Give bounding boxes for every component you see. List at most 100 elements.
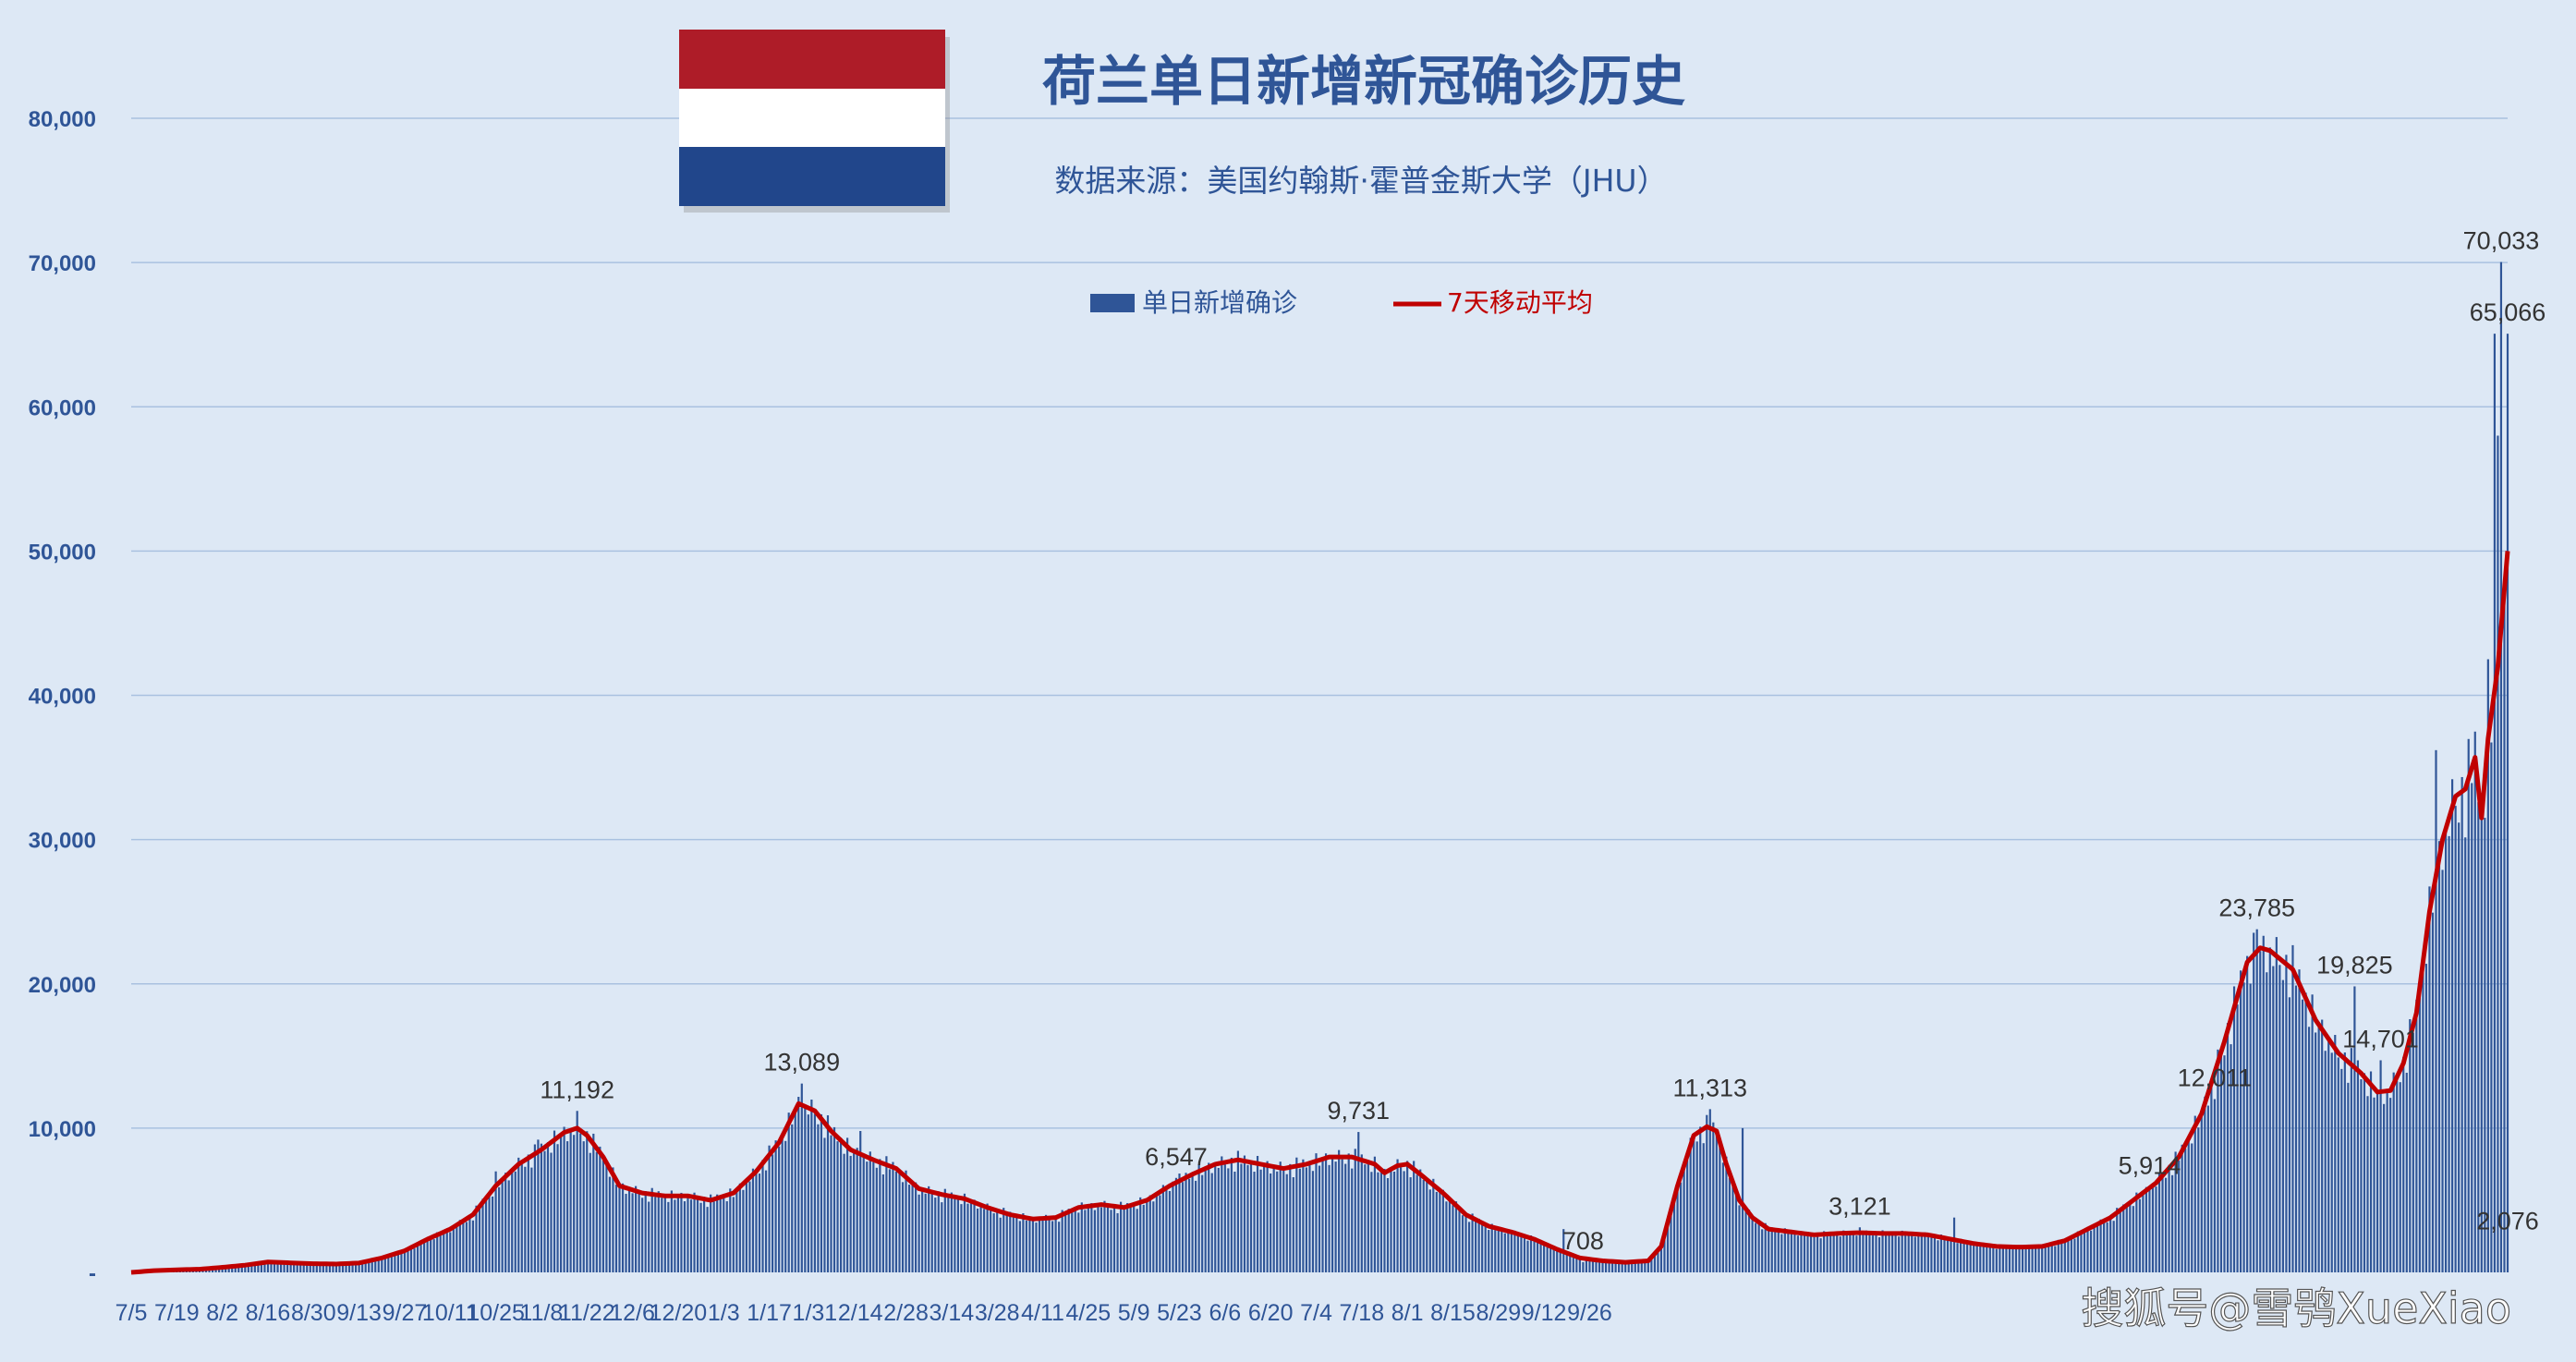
bar xyxy=(1126,1203,1129,1272)
bar xyxy=(1937,1240,1939,1272)
bar xyxy=(996,1209,999,1272)
bar xyxy=(1123,1209,1125,1272)
bar xyxy=(1441,1189,1444,1272)
bar xyxy=(2317,1027,2320,1272)
bar xyxy=(504,1173,507,1272)
data-labels: 11,192 13,089 6,547 9,731 708 11,313 3,121 5,91… xyxy=(540,227,2546,1255)
bar xyxy=(1341,1159,1343,1272)
bar xyxy=(419,1243,422,1272)
x-tick-label: 11/22 xyxy=(559,1300,615,1326)
bar xyxy=(328,1263,332,1272)
bar xyxy=(839,1137,843,1272)
bar xyxy=(2112,1221,2115,1272)
bar xyxy=(2080,1234,2083,1272)
data-label: 23,785 xyxy=(2218,894,2295,922)
bar xyxy=(725,1201,728,1272)
bar xyxy=(247,1264,249,1272)
bar xyxy=(1702,1143,1705,1272)
bar xyxy=(2200,1114,2203,1272)
bar xyxy=(1604,1261,1608,1272)
bar xyxy=(2497,435,2499,1273)
bar xyxy=(2151,1184,2155,1272)
bar xyxy=(2060,1242,2063,1272)
bar xyxy=(2178,1160,2181,1272)
bar xyxy=(1631,1260,1634,1272)
bar xyxy=(1390,1168,1392,1272)
bar xyxy=(309,1263,311,1272)
bar xyxy=(2480,809,2483,1272)
bar xyxy=(2161,1177,2164,1272)
bar xyxy=(1969,1241,1972,1272)
bar xyxy=(2340,1068,2343,1272)
x-tick-label: 9/12 xyxy=(1522,1300,1567,1326)
bar xyxy=(1939,1234,1943,1272)
bar xyxy=(430,1236,432,1272)
bar xyxy=(800,1083,803,1272)
bar xyxy=(1201,1174,1204,1272)
bar xyxy=(2135,1192,2138,1272)
bar xyxy=(1999,1244,2001,1272)
bar xyxy=(2093,1225,2096,1272)
bar xyxy=(471,1220,475,1272)
bar xyxy=(983,1209,986,1272)
bar xyxy=(1377,1172,1379,1272)
bar xyxy=(1946,1236,1950,1272)
bar xyxy=(1178,1174,1181,1272)
bar xyxy=(2343,1052,2346,1272)
bar xyxy=(289,1263,292,1272)
x-tick-label: 8/2 xyxy=(206,1300,238,1326)
bar xyxy=(2369,1071,2373,1272)
bar xyxy=(1816,1233,1819,1272)
bar xyxy=(2213,1099,2216,1272)
netherlands-flag xyxy=(679,30,950,213)
bar xyxy=(244,1265,247,1272)
bar xyxy=(2018,1245,2021,1272)
bar xyxy=(941,1202,943,1272)
bar xyxy=(458,1220,461,1272)
bar xyxy=(563,1126,565,1272)
bar xyxy=(1747,1210,1751,1272)
bar xyxy=(1715,1135,1718,1272)
bar xyxy=(963,1193,966,1272)
bar xyxy=(794,1112,796,1272)
bar xyxy=(1041,1220,1044,1272)
bar xyxy=(732,1197,735,1272)
bar xyxy=(976,1208,979,1272)
y-tick-label: 70,000 xyxy=(29,251,96,276)
bar xyxy=(1223,1164,1226,1272)
bar xyxy=(2206,1105,2209,1272)
bar xyxy=(1354,1149,1356,1272)
bar xyxy=(1259,1169,1262,1272)
bar xyxy=(849,1155,852,1272)
bar xyxy=(1871,1235,1875,1272)
bar xyxy=(1106,1206,1110,1272)
bar xyxy=(2337,1057,2339,1272)
bar xyxy=(930,1193,933,1272)
bar xyxy=(1249,1160,1253,1272)
bar xyxy=(1634,1261,1636,1272)
bar xyxy=(1370,1172,1373,1272)
bar xyxy=(1663,1237,1666,1272)
bar xyxy=(1770,1227,1773,1272)
bar xyxy=(1979,1245,1982,1272)
line-series-7day-average xyxy=(130,551,2510,1275)
bar xyxy=(2503,582,2506,1272)
bar xyxy=(2477,802,2480,1272)
bar xyxy=(2223,1055,2226,1272)
bar xyxy=(595,1151,598,1272)
bar xyxy=(1464,1212,1467,1272)
bar xyxy=(2005,1245,2008,1272)
x-tick-label: 5/23 xyxy=(1157,1300,1202,1326)
bar xyxy=(817,1124,820,1272)
bar xyxy=(758,1174,761,1272)
bar xyxy=(1191,1172,1194,1272)
bar xyxy=(2347,1082,2350,1272)
bar xyxy=(2106,1222,2108,1272)
bar xyxy=(2379,1060,2382,1272)
bar xyxy=(569,1128,572,1272)
bar xyxy=(1637,1261,1640,1272)
bar xyxy=(221,1267,224,1272)
bar xyxy=(1689,1137,1692,1272)
bar xyxy=(2047,1246,2050,1272)
bar xyxy=(638,1193,640,1272)
